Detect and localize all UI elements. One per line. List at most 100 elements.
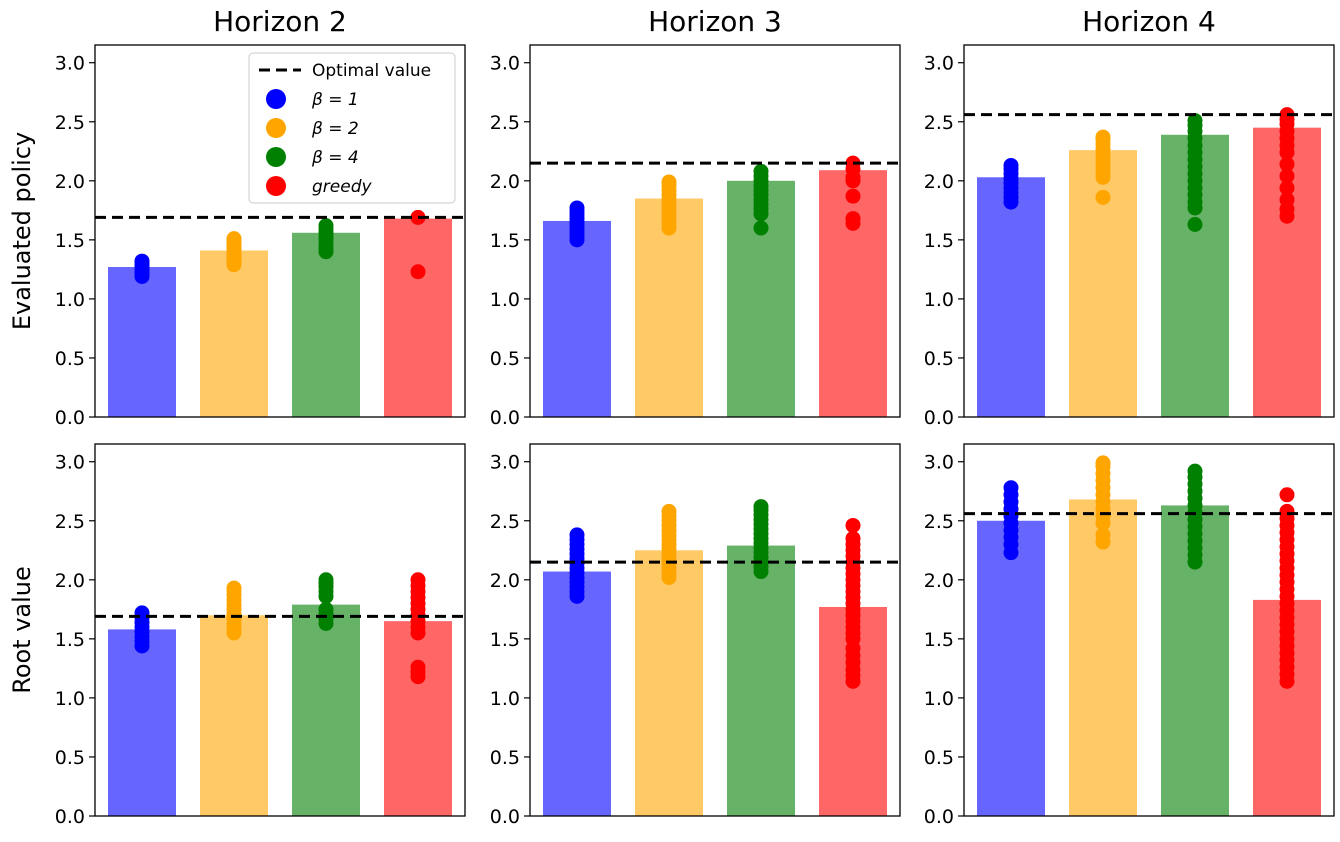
y-tick-label: 0.5 (924, 348, 954, 370)
legend-label: Optimal value (312, 61, 431, 81)
chart-panel: 0.0 0.5 1.0 1.5 2.0 2.5 3.0 (924, 443, 1335, 828)
data-point (845, 211, 861, 227)
data-point (1187, 463, 1203, 479)
data-point (410, 572, 426, 588)
legend-marker-icon (266, 176, 286, 196)
legend-item: β = 2 (266, 118, 359, 139)
y-tick-label: 0.5 (490, 348, 520, 370)
column-title: Horizon 3 (648, 5, 782, 38)
data-point (318, 601, 334, 617)
data-point (1279, 180, 1295, 196)
panel-frame (94, 44, 466, 418)
legend-marker-icon (266, 147, 286, 167)
data-point (1003, 157, 1019, 173)
panel-frame (94, 443, 466, 817)
data-point (661, 174, 677, 190)
bar (384, 218, 452, 417)
y-tick-label: 1.5 (924, 629, 954, 651)
y-tick-label: 3.0 (924, 53, 954, 75)
data-point (1095, 189, 1111, 205)
data-point (318, 572, 334, 588)
data-point (410, 659, 426, 675)
data-point (226, 580, 242, 596)
y-tick-label: 1.0 (490, 688, 520, 710)
chart-panel: 0.0 0.5 1.0 1.5 2.0 2.5 3.0 (924, 44, 1335, 429)
bar (635, 550, 703, 816)
y-tick-label: 3.0 (55, 452, 85, 474)
y-tick-label: 0.0 (55, 407, 85, 429)
data-point (1279, 192, 1295, 208)
y-tick-label: 2.5 (55, 112, 85, 134)
legend: Optimal value β = 1 β = 2 β = 4 greedy (248, 52, 456, 204)
y-tick-label: 2.0 (55, 171, 85, 193)
data-point (661, 503, 677, 519)
y-tick-label: 0.0 (490, 806, 520, 828)
bar (977, 520, 1045, 816)
data-point (1279, 156, 1295, 172)
panel-frame (529, 44, 901, 418)
y-tick-label: 1.0 (924, 289, 954, 311)
bar (543, 571, 611, 816)
data-point (1279, 503, 1295, 519)
legend-item: Optimal value (259, 61, 431, 81)
y-tick-label: 2.5 (55, 511, 85, 533)
chart-panel: 0.0 0.5 1.0 1.5 2.0 2.5 3.0 (55, 443, 466, 828)
legend-item: greedy (266, 176, 372, 197)
y-tick-label: 1.5 (55, 629, 85, 651)
data-point (410, 264, 426, 280)
legend-marker-icon (266, 89, 286, 109)
y-tick-label: 0.5 (924, 747, 954, 769)
y-tick-label: 0.0 (55, 806, 85, 828)
bar (543, 220, 611, 417)
panel-frame (529, 443, 901, 817)
legend-label: β = 1 (311, 90, 359, 110)
column-title: Horizon 2 (213, 5, 347, 38)
y-tick-label: 2.0 (924, 171, 954, 193)
y-tick-label: 0.5 (55, 747, 85, 769)
legend-label: β = 4 (311, 148, 359, 168)
y-tick-label: 1.5 (490, 629, 520, 651)
y-tick-label: 3.0 (490, 452, 520, 474)
data-point (1279, 168, 1295, 184)
legend-label: greedy (312, 177, 372, 197)
y-tick-label: 0.5 (490, 747, 520, 769)
bar (977, 177, 1045, 417)
y-tick-label: 0.5 (55, 348, 85, 370)
y-tick-label: 0.0 (490, 407, 520, 429)
data-point (753, 220, 769, 236)
y-tick-label: 1.0 (55, 289, 85, 311)
bar (292, 232, 360, 417)
data-point (1279, 487, 1295, 503)
data-point (318, 218, 334, 234)
legend-box (248, 52, 456, 204)
data-point (845, 517, 861, 533)
bar (108, 267, 176, 417)
y-tick-label: 1.5 (55, 230, 85, 252)
y-tick-label: 2.0 (490, 171, 520, 193)
column-title: Horizon 4 (1082, 5, 1216, 38)
y-tick-label: 2.5 (490, 511, 520, 533)
data-point (753, 163, 769, 179)
bar (292, 604, 360, 816)
data-point (1095, 455, 1111, 471)
y-tick-label: 2.0 (55, 570, 85, 592)
y-tick-label: 2.0 (924, 570, 954, 592)
legend-item: β = 4 (266, 147, 359, 168)
y-tick-label: 2.5 (490, 112, 520, 134)
y-tick-label: 1.0 (55, 688, 85, 710)
y-tick-label: 2.5 (924, 511, 954, 533)
bar (200, 615, 268, 816)
row-label: Evaluated policy (8, 132, 36, 330)
data-point (1187, 113, 1203, 129)
y-tick-label: 2.5 (924, 112, 954, 134)
bar (727, 545, 795, 816)
y-tick-label: 3.0 (924, 452, 954, 474)
data-point (226, 231, 242, 247)
chart-panel: 0.0 0.5 1.0 1.5 2.0 2.5 3.0 (490, 443, 901, 828)
chart-panel: 0.0 0.5 1.0 1.5 2.0 2.5 3.0 (490, 44, 901, 429)
y-tick-label: 1.5 (490, 230, 520, 252)
bar (108, 629, 176, 816)
data-point (753, 499, 769, 515)
